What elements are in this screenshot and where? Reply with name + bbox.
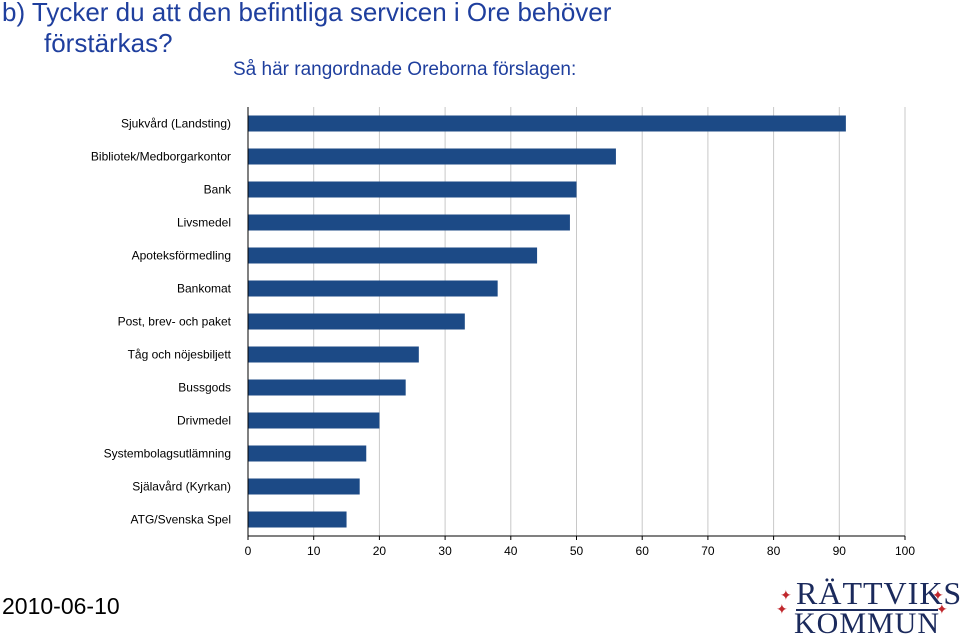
bar bbox=[248, 445, 367, 462]
category-label: Systembolagsutlämning bbox=[104, 447, 231, 461]
category-label: Drivmedel bbox=[177, 414, 231, 428]
x-tick-label: 40 bbox=[504, 544, 518, 558]
logo-star-icon: ✦ bbox=[936, 601, 948, 617]
x-tick-label: 30 bbox=[438, 544, 452, 558]
category-label: Sjukvård (Landsting) bbox=[121, 117, 231, 131]
category-label: Post, brev- och paket bbox=[118, 315, 232, 329]
category-label: Tåg och nöjesbiljett bbox=[128, 348, 232, 362]
bar bbox=[248, 313, 465, 330]
bar bbox=[248, 379, 406, 396]
title-line-2: förstärkas? bbox=[44, 28, 173, 58]
x-tick-label: 50 bbox=[570, 544, 584, 558]
bar bbox=[248, 511, 347, 528]
logo-divider bbox=[796, 609, 938, 611]
category-label: Bibliotek/Medborgarkontor bbox=[91, 150, 231, 164]
bar bbox=[248, 412, 380, 429]
x-tick-label: 60 bbox=[636, 544, 650, 558]
bar bbox=[248, 280, 498, 297]
category-label: Livsmedel bbox=[177, 216, 231, 230]
bar bbox=[248, 214, 570, 231]
date-label: 2010-06-10 bbox=[2, 593, 120, 619]
x-tick-label: 0 bbox=[245, 544, 252, 558]
bar bbox=[248, 181, 577, 198]
x-tick-label: 70 bbox=[701, 544, 715, 558]
category-label: Bank bbox=[204, 183, 232, 197]
category-label: Själavård (Kyrkan) bbox=[132, 480, 231, 494]
x-tick-label: 10 bbox=[307, 544, 321, 558]
rattviks-kommun-logo: ✦ ✦ ✦ ✦ RÄTTVIKS KOMMUN bbox=[770, 576, 960, 640]
bar bbox=[248, 346, 419, 363]
category-label: Bussgods bbox=[178, 381, 231, 395]
bar bbox=[248, 148, 616, 165]
logo-text-line1: RÄTTVIKS bbox=[796, 575, 960, 611]
title-line-1: b) Tycker du att den befintliga servicen… bbox=[2, 0, 612, 27]
logo-star-icon: ✦ bbox=[780, 587, 792, 603]
logo-star-icon: ✦ bbox=[932, 587, 944, 603]
logo-star-icon: ✦ bbox=[776, 601, 788, 617]
bar bbox=[248, 478, 360, 495]
chart-subtitle: Så här rangordnade Oreborna förslagen: bbox=[233, 59, 577, 80]
bar bbox=[248, 247, 538, 264]
x-tick-label: 20 bbox=[373, 544, 387, 558]
bar bbox=[248, 115, 846, 132]
x-tick-label: 80 bbox=[767, 544, 781, 558]
x-tick-label: 100 bbox=[895, 544, 915, 558]
category-label: Bankomat bbox=[177, 282, 232, 296]
category-label: Apoteksförmedling bbox=[132, 249, 231, 263]
chart-title: b) Tycker du att den befintliga servicen… bbox=[2, 0, 902, 59]
logo-text-line2: KOMMUN bbox=[794, 607, 941, 640]
category-label: ATG/Svenska Spel bbox=[131, 513, 232, 527]
x-tick-label: 90 bbox=[833, 544, 847, 558]
